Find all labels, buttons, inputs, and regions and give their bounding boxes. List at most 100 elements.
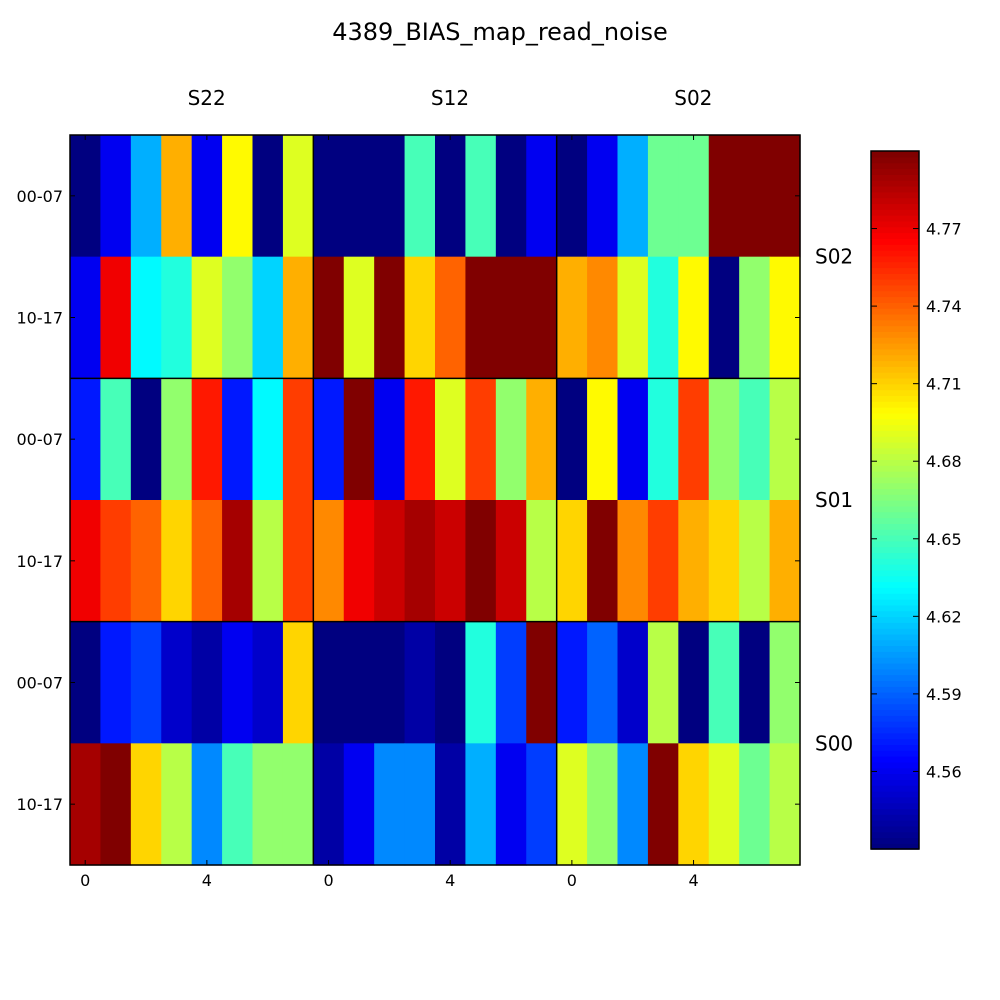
heatmap-cell xyxy=(526,378,558,501)
colorbar-segment xyxy=(871,342,919,350)
heatmap-cell xyxy=(708,500,740,623)
colorbar-segment xyxy=(871,412,919,420)
colorbar-tick-label: 4.77 xyxy=(926,220,962,239)
heatmap-cell xyxy=(374,500,406,623)
colorbar-segment xyxy=(871,267,919,274)
heatmap-cell xyxy=(435,378,467,501)
heatmap-cell xyxy=(587,500,619,623)
colorbar-segment xyxy=(871,622,919,629)
colorbar-segment xyxy=(871,261,919,269)
heatmap-cell xyxy=(130,378,162,501)
colorbar-segment xyxy=(871,348,919,356)
colorbar-segment xyxy=(871,226,919,234)
heatmap-cell xyxy=(435,743,467,866)
heatmap-cell xyxy=(282,500,314,623)
colorbar-segment xyxy=(871,721,919,728)
heatmap-cell xyxy=(708,743,740,866)
heatmap-cell xyxy=(617,621,649,744)
colorbar-segment xyxy=(871,645,919,652)
heatmap-cell xyxy=(678,378,710,501)
colorbar-segment xyxy=(871,325,919,333)
colorbar-segment xyxy=(871,401,919,408)
heatmap-cell xyxy=(282,621,314,744)
heatmap-cell xyxy=(739,378,771,501)
colorbar-segment xyxy=(871,843,919,850)
colorbar-tick-label: 4.74 xyxy=(926,297,962,316)
colorbar-segment xyxy=(871,220,919,228)
colorbar-segment xyxy=(871,558,919,565)
heatmap-cell xyxy=(587,743,619,866)
heatmap-cell xyxy=(343,621,375,744)
heatmap-cell xyxy=(404,378,436,501)
colorbar-segment xyxy=(871,372,919,379)
row-group-label: S00 xyxy=(815,731,853,755)
plot-frame xyxy=(69,134,801,866)
heatmap-cell xyxy=(617,256,649,379)
x-tick-label: 4 xyxy=(688,871,698,890)
heatmap-cell xyxy=(739,621,771,744)
heatmap-cell xyxy=(526,500,558,623)
x-tick-label: 0 xyxy=(80,871,90,890)
heatmap-cell xyxy=(678,256,710,379)
colorbar-segment xyxy=(871,494,919,501)
colorbar-segment xyxy=(871,331,919,338)
colorbar-segment xyxy=(871,534,919,542)
heatmap-cell xyxy=(191,378,223,501)
heatmap-cell xyxy=(617,743,649,866)
heatmap-cell xyxy=(161,500,193,623)
colorbar-segment xyxy=(871,517,919,524)
colorbar-segment xyxy=(871,680,919,687)
x-tick-label: 4 xyxy=(445,871,455,890)
heatmap-cell xyxy=(130,500,162,623)
heatmap-cell xyxy=(130,621,162,744)
heatmap-cell xyxy=(495,256,527,379)
colorbar-segment xyxy=(871,191,919,199)
heatmap-cell xyxy=(100,256,132,379)
heatmap-cell xyxy=(739,256,771,379)
colorbar-segment xyxy=(871,470,919,478)
colorbar-segment xyxy=(871,284,919,292)
colorbar-segment xyxy=(871,523,919,530)
colorbar-tick-label: 4.62 xyxy=(926,607,962,626)
colorbar-segment xyxy=(871,308,919,315)
heatmap-cell xyxy=(222,621,254,744)
heatmap-cell xyxy=(526,135,558,258)
heatmap-cell xyxy=(374,743,406,866)
heatmap-cell xyxy=(647,621,679,744)
heatmap-cell xyxy=(678,621,710,744)
heatmap-cell xyxy=(374,621,406,744)
colorbar-segment xyxy=(871,697,919,705)
x-tick-label: 4 xyxy=(202,871,212,890)
colorbar-segment xyxy=(871,796,919,804)
colorbar-segment xyxy=(871,209,919,216)
heatmap-cell xyxy=(647,135,679,258)
colorbar-segment xyxy=(871,453,919,460)
heatmap-cell xyxy=(465,378,497,501)
colorbar-segment xyxy=(871,686,919,693)
row-group-label: S01 xyxy=(815,488,853,512)
heatmap-cell xyxy=(708,378,740,501)
colorbar-segment xyxy=(871,651,919,658)
heatmap-cell xyxy=(130,135,162,258)
heatmap-cell xyxy=(313,621,345,744)
colorbar-segment xyxy=(871,639,919,647)
heatmap-cell xyxy=(252,621,284,744)
heatmap-cell xyxy=(130,743,162,866)
colorbar-segment xyxy=(871,709,919,716)
heatmap-cell xyxy=(647,743,679,866)
row-label: 00-07 xyxy=(17,430,64,449)
heatmap-cell xyxy=(343,135,375,258)
colorbar-segment xyxy=(871,151,919,158)
heatmap-cell xyxy=(556,621,588,744)
heatmap-cell xyxy=(161,135,193,258)
heatmap-cell xyxy=(252,256,284,379)
heatmap-cell xyxy=(252,135,284,258)
heatmap-cell xyxy=(404,743,436,866)
colorbar-segment xyxy=(871,214,919,222)
colorbar-segment xyxy=(871,319,919,327)
heatmap-cell xyxy=(678,135,710,258)
heatmap-cell xyxy=(130,256,162,379)
colorbar-segment xyxy=(871,290,919,298)
heatmap-cell xyxy=(191,500,223,623)
heatmap-cell xyxy=(70,256,102,379)
